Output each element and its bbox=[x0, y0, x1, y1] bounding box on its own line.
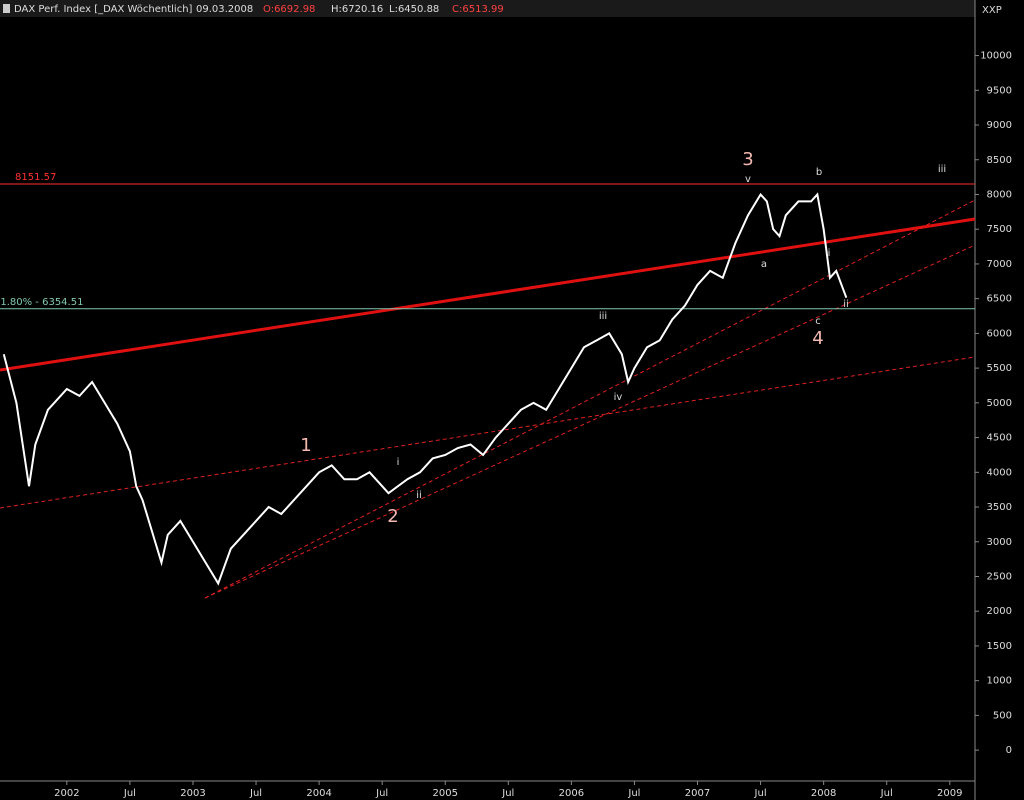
wave-label: iii bbox=[599, 311, 607, 322]
y-tick-label: 3000 bbox=[987, 537, 1012, 548]
trend-line bbox=[204, 244, 976, 599]
y-tick-label: 4000 bbox=[987, 467, 1012, 478]
header-bar bbox=[0, 0, 975, 17]
y-tick-label: 1500 bbox=[987, 641, 1012, 652]
x-tick-label: Jul bbox=[123, 788, 136, 799]
wave-label: iii bbox=[938, 164, 946, 175]
y-tick-label: 500 bbox=[993, 710, 1012, 721]
y-tick-label: 0 bbox=[1006, 745, 1012, 756]
header-high: H:6720.16 bbox=[331, 4, 383, 15]
y-tick-label: 5000 bbox=[987, 398, 1012, 409]
x-tick-label: 2003 bbox=[180, 788, 205, 799]
level-label: 61.80% - 6354.51 bbox=[0, 297, 83, 308]
x-tick-label: 2006 bbox=[559, 788, 584, 799]
y-tick-label: 2500 bbox=[987, 571, 1012, 582]
x-tick-label: Jul bbox=[880, 788, 893, 799]
level-label: 8151.57 bbox=[15, 172, 56, 183]
x-tick-label: 2008 bbox=[811, 788, 836, 799]
x-tick-label: 2002 bbox=[54, 788, 79, 799]
wave-label: c bbox=[815, 316, 821, 327]
x-tick-label: Jul bbox=[627, 788, 640, 799]
wave-label: b bbox=[816, 167, 822, 178]
y-tick-label: 10000 bbox=[980, 51, 1012, 62]
x-tick-label: 2005 bbox=[433, 788, 458, 799]
y-tick-label: 2000 bbox=[987, 606, 1012, 617]
y-tick-label: 1000 bbox=[987, 676, 1012, 687]
wave-label: ii bbox=[416, 490, 422, 501]
wave-label: i bbox=[397, 457, 400, 468]
plot bbox=[0, 183, 975, 586]
header-instrument: DAX Perf. Index [_DAX Wöchentlich] bbox=[14, 4, 193, 15]
y-tick-label: 7000 bbox=[987, 259, 1012, 270]
header-close: C:6513.99 bbox=[452, 4, 504, 15]
trend-line bbox=[0, 356, 976, 509]
trend-line bbox=[204, 199, 976, 599]
wave-label: ii bbox=[843, 299, 849, 310]
y-tick-label: 4500 bbox=[987, 433, 1012, 444]
wave-label: 1 bbox=[300, 435, 311, 456]
x-tick-label: Jul bbox=[249, 788, 262, 799]
y-tick-label: 6000 bbox=[987, 328, 1012, 339]
wave-label: i bbox=[828, 248, 831, 259]
price-line bbox=[2, 192, 848, 586]
x-tick-label: Jul bbox=[501, 788, 514, 799]
y-tick-label: 3500 bbox=[987, 502, 1012, 513]
header-icon bbox=[3, 4, 10, 13]
y-tick-label: 8000 bbox=[987, 189, 1012, 200]
y-tick-label: 5500 bbox=[987, 363, 1012, 374]
wave-label: 3 bbox=[742, 149, 753, 170]
x-tick-label: Jul bbox=[375, 788, 388, 799]
y-tick-label: 7500 bbox=[987, 224, 1012, 235]
x-tick-label: 2007 bbox=[685, 788, 710, 799]
wave-label: 2 bbox=[387, 506, 398, 527]
x-tick-label: 2004 bbox=[306, 788, 331, 799]
y-tick-label: 9000 bbox=[987, 120, 1012, 131]
wave-label: 4 bbox=[812, 328, 823, 349]
axis-label: XXP bbox=[982, 5, 1002, 16]
x-tick-label: Jul bbox=[754, 788, 767, 799]
header-date: 09.03.2008 bbox=[196, 4, 253, 15]
x-tick-label: 2009 bbox=[937, 788, 962, 799]
wave-label: v bbox=[745, 174, 751, 185]
trend-line bbox=[0, 217, 976, 372]
header-low: L:6450.88 bbox=[389, 4, 439, 15]
y-tick-label: 9500 bbox=[987, 85, 1012, 96]
header-open: O:6692.98 bbox=[263, 4, 315, 15]
y-tick-label: 8500 bbox=[987, 155, 1012, 166]
wave-label: iv bbox=[614, 392, 623, 403]
y-tick-label: 6500 bbox=[987, 294, 1012, 305]
wave-label: a bbox=[761, 259, 767, 270]
